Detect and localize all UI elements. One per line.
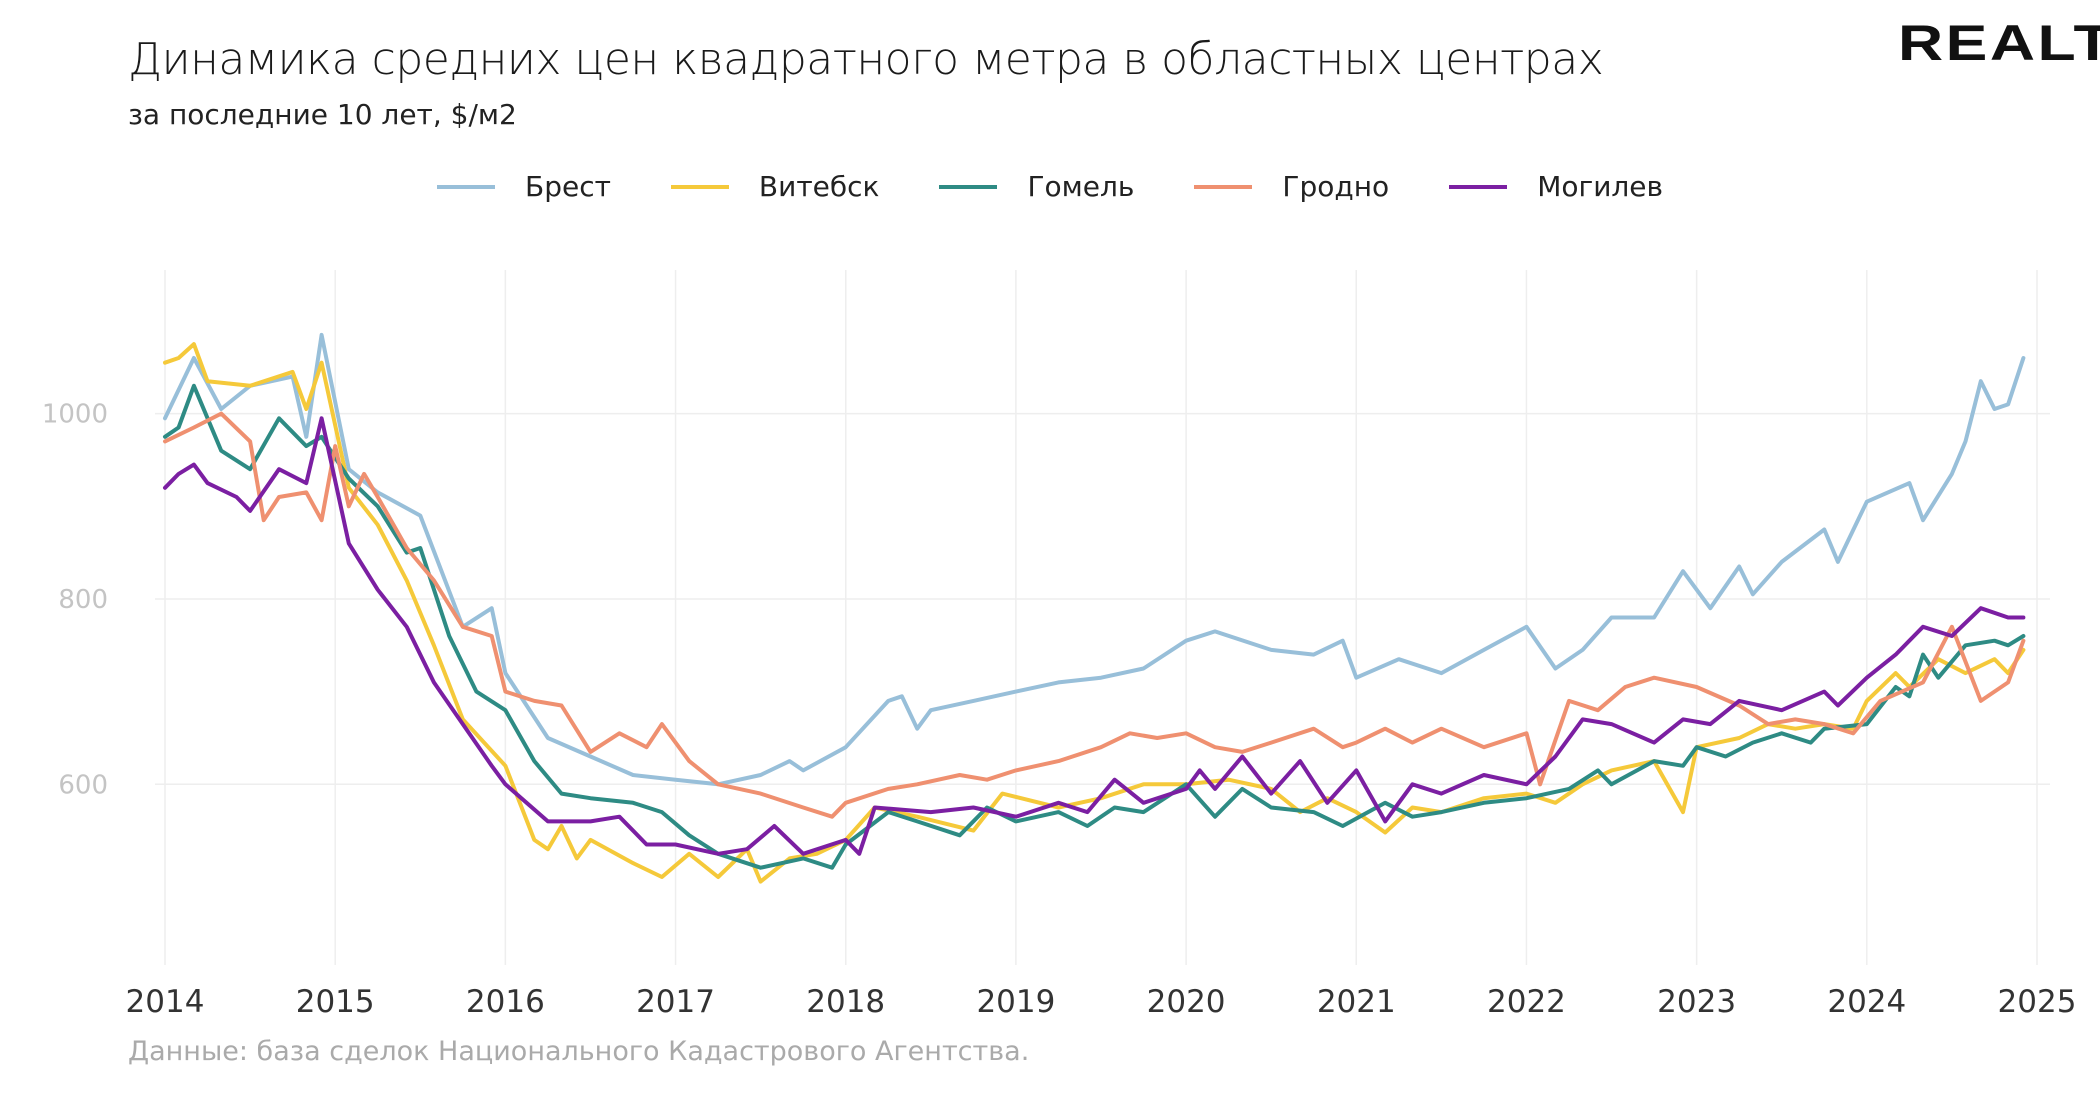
series-line-4 (163, 411, 2026, 819)
legend-swatch (436, 184, 495, 189)
legend-swatch (1449, 184, 1508, 189)
legend-item-mogilev: Могилев (1449, 170, 1663, 203)
legend-item-vitebsk: Витебск (670, 170, 880, 203)
legend-swatch (670, 184, 729, 189)
legend-swatch (1194, 184, 1253, 189)
x-tick-label: 2024 (1827, 984, 1906, 1020)
x-tick-label: 2022 (1487, 984, 1566, 1020)
x-tick-label: 2020 (1147, 984, 1226, 1020)
x-tick-label: 2014 (126, 984, 205, 1020)
legend-label: Гомель (1027, 170, 1135, 203)
x-tick-label: 2016 (466, 984, 545, 1020)
legend-item-gomel: Гомель (939, 170, 1134, 203)
y-tick-label: 600 (58, 770, 108, 800)
series-line-2 (163, 342, 2026, 884)
legend-label: Брест (524, 170, 611, 203)
x-tick-label: 2025 (1998, 984, 2077, 1020)
legend-swatch (939, 184, 998, 189)
y-tick-label: 800 (58, 585, 108, 615)
series-line-3 (163, 383, 2026, 870)
x-tick-label: 2015 (296, 984, 375, 1020)
chart-title: Динамика средних цен квадратного метра в… (128, 34, 1604, 85)
realt-logo: REALT (1898, 15, 2100, 71)
legend: Брест Витебск Гомель Гродно Могилев (0, 170, 2100, 203)
x-tick-label: 2017 (636, 984, 715, 1020)
y-tick-label: 1000 (42, 400, 108, 430)
series-line-1 (163, 332, 2026, 787)
x-tick-label: 2023 (1657, 984, 1736, 1020)
x-tick-label: 2018 (806, 984, 885, 1020)
legend-label: Гродно (1282, 170, 1390, 203)
legend-label: Витебск (758, 170, 880, 203)
chart-subtitle: за последние 10 лет, $/м2 (128, 98, 517, 131)
legend-label: Могилев (1537, 170, 1664, 203)
x-tick-label: 2019 (976, 984, 1055, 1020)
legend-item-grodno: Гродно (1194, 170, 1389, 203)
legend-item-brest: Брест (436, 170, 611, 203)
series-line-5 (163, 416, 2026, 856)
data-source-caption: Данные: база сделок Национального Кадаст… (128, 1036, 1030, 1067)
x-tick-label: 2021 (1317, 984, 1396, 1020)
